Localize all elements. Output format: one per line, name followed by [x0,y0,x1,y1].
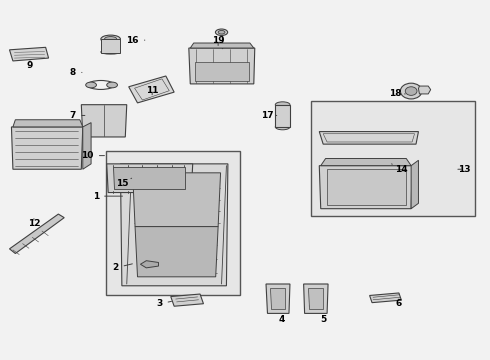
Text: 19: 19 [212,36,224,45]
Polygon shape [327,169,406,205]
Polygon shape [275,105,290,127]
Text: 17: 17 [261,111,277,120]
Text: 10: 10 [81,151,104,160]
Polygon shape [13,120,83,127]
Bar [106,151,240,295]
Polygon shape [195,62,249,81]
Ellipse shape [218,31,225,34]
Text: 16: 16 [126,36,145,45]
Ellipse shape [109,110,122,117]
Ellipse shape [275,102,290,108]
Polygon shape [266,284,290,314]
Polygon shape [189,48,255,84]
Ellipse shape [278,113,287,120]
Text: 11: 11 [146,86,158,95]
Polygon shape [9,214,64,253]
Polygon shape [304,284,328,314]
Polygon shape [270,288,285,309]
Ellipse shape [86,82,97,88]
Polygon shape [171,294,203,306]
Ellipse shape [216,29,228,36]
Polygon shape [129,76,174,103]
Polygon shape [319,132,418,144]
Text: 15: 15 [116,178,132,188]
Text: 1: 1 [93,192,122,201]
Text: 5: 5 [320,315,326,324]
Polygon shape [81,105,127,137]
Polygon shape [321,158,411,166]
Polygon shape [133,173,220,226]
Polygon shape [141,261,159,268]
Ellipse shape [107,82,118,88]
Text: 2: 2 [112,264,132,273]
Polygon shape [135,226,218,277]
Polygon shape [107,164,193,193]
Polygon shape [308,288,323,309]
Circle shape [400,83,422,99]
Text: 18: 18 [389,89,405,98]
Polygon shape [121,164,228,286]
Ellipse shape [104,37,117,41]
Text: 4: 4 [278,315,285,324]
Text: 9: 9 [27,61,33,70]
Text: 13: 13 [458,165,470,174]
Polygon shape [11,127,83,169]
Circle shape [405,87,417,95]
Bar [311,101,475,216]
Polygon shape [190,43,254,48]
Ellipse shape [101,35,121,43]
Polygon shape [113,167,185,189]
Text: 12: 12 [27,219,40,228]
Polygon shape [411,160,418,209]
Ellipse shape [87,109,105,118]
Text: 8: 8 [70,68,82,77]
Text: 3: 3 [156,299,172,308]
Polygon shape [319,166,412,209]
Polygon shape [101,40,121,53]
Text: 7: 7 [70,111,85,120]
Polygon shape [369,293,401,303]
Text: 14: 14 [392,164,408,174]
Polygon shape [83,123,91,169]
Ellipse shape [275,124,290,130]
Polygon shape [9,47,49,61]
Text: 6: 6 [396,299,402,308]
Polygon shape [418,86,431,94]
